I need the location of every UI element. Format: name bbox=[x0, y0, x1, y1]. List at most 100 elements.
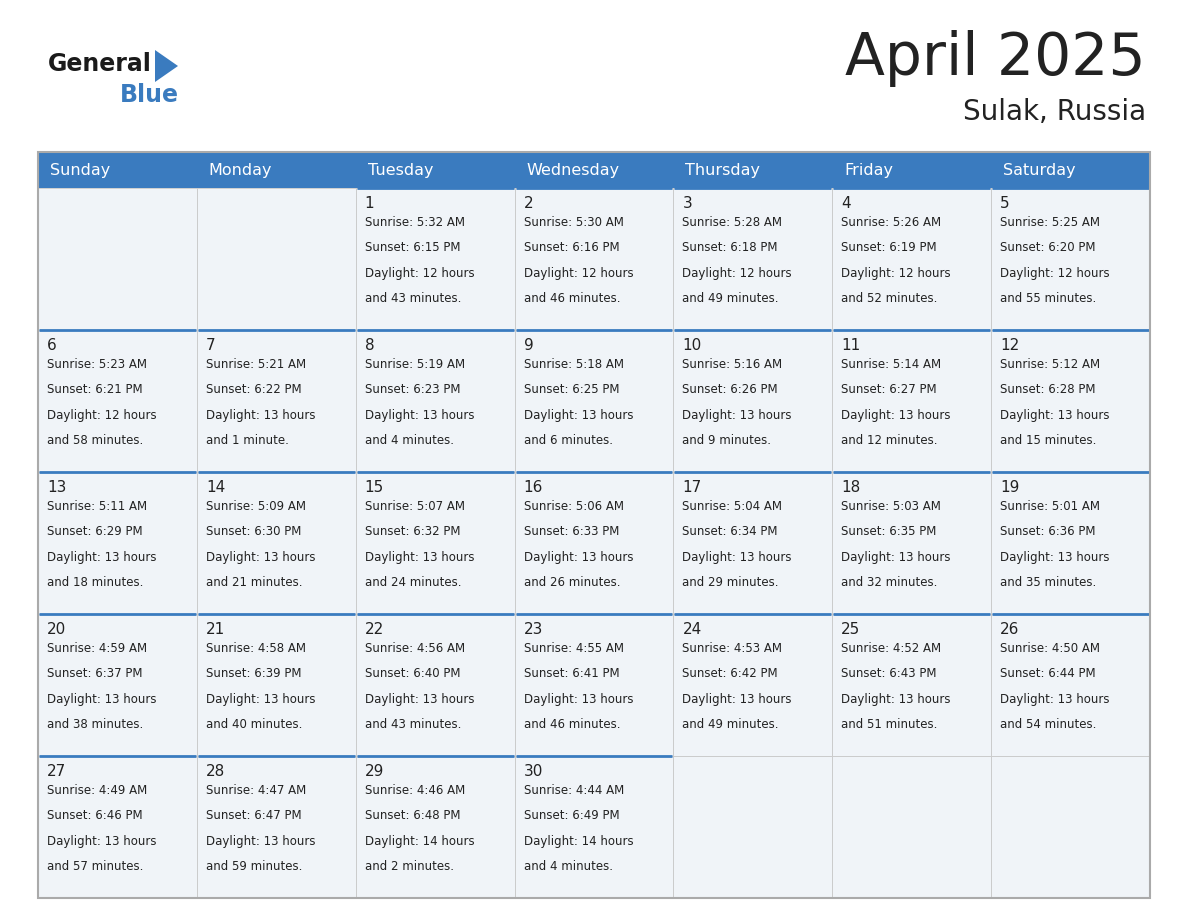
Text: Sunset: 6:43 PM: Sunset: 6:43 PM bbox=[841, 667, 937, 680]
Text: 29: 29 bbox=[365, 764, 384, 779]
Text: Daylight: 13 hours: Daylight: 13 hours bbox=[1000, 409, 1110, 422]
Bar bbox=[674, 152, 833, 188]
Text: 27: 27 bbox=[48, 764, 67, 779]
Text: 11: 11 bbox=[841, 338, 860, 353]
Bar bbox=[674, 614, 833, 756]
Text: and 2 minutes.: and 2 minutes. bbox=[365, 860, 454, 873]
Text: and 51 minutes.: and 51 minutes. bbox=[841, 719, 937, 732]
Bar bbox=[833, 756, 991, 898]
Bar bbox=[38, 152, 197, 188]
Text: Sunrise: 5:07 AM: Sunrise: 5:07 AM bbox=[365, 500, 465, 513]
Bar bbox=[38, 756, 197, 898]
Text: 25: 25 bbox=[841, 622, 860, 637]
Text: Sunrise: 5:25 AM: Sunrise: 5:25 AM bbox=[1000, 216, 1100, 229]
Text: and 4 minutes.: and 4 minutes. bbox=[524, 860, 613, 873]
Text: 6: 6 bbox=[48, 338, 57, 353]
Bar bbox=[514, 472, 674, 614]
Text: Sunrise: 4:46 AM: Sunrise: 4:46 AM bbox=[365, 784, 465, 797]
Text: and 43 minutes.: and 43 minutes. bbox=[365, 719, 461, 732]
Text: Sunset: 6:36 PM: Sunset: 6:36 PM bbox=[1000, 525, 1095, 539]
Text: Sunrise: 4:53 AM: Sunrise: 4:53 AM bbox=[682, 642, 783, 655]
Text: Daylight: 13 hours: Daylight: 13 hours bbox=[365, 409, 474, 422]
Text: Sunrise: 5:18 AM: Sunrise: 5:18 AM bbox=[524, 358, 624, 371]
Bar bbox=[674, 330, 833, 472]
Text: Sunrise: 4:59 AM: Sunrise: 4:59 AM bbox=[48, 642, 147, 655]
Text: Sunrise: 5:12 AM: Sunrise: 5:12 AM bbox=[1000, 358, 1100, 371]
Text: Sunrise: 4:55 AM: Sunrise: 4:55 AM bbox=[524, 642, 624, 655]
Text: 21: 21 bbox=[206, 622, 225, 637]
Bar bbox=[991, 614, 1150, 756]
Text: Daylight: 13 hours: Daylight: 13 hours bbox=[206, 834, 315, 848]
Text: 17: 17 bbox=[682, 480, 702, 495]
Text: 19: 19 bbox=[1000, 480, 1019, 495]
Text: Sunrise: 5:16 AM: Sunrise: 5:16 AM bbox=[682, 358, 783, 371]
Text: 7: 7 bbox=[206, 338, 215, 353]
Text: Daylight: 13 hours: Daylight: 13 hours bbox=[682, 551, 792, 564]
Text: Sunset: 6:21 PM: Sunset: 6:21 PM bbox=[48, 384, 143, 397]
Text: Daylight: 12 hours: Daylight: 12 hours bbox=[841, 267, 950, 280]
Text: and 18 minutes.: and 18 minutes. bbox=[48, 577, 144, 589]
Bar bbox=[514, 756, 674, 898]
Text: Daylight: 13 hours: Daylight: 13 hours bbox=[48, 551, 157, 564]
Text: Sunrise: 5:14 AM: Sunrise: 5:14 AM bbox=[841, 358, 941, 371]
Text: and 21 minutes.: and 21 minutes. bbox=[206, 577, 303, 589]
Text: 22: 22 bbox=[365, 622, 384, 637]
Text: Sunrise: 5:04 AM: Sunrise: 5:04 AM bbox=[682, 500, 783, 513]
Bar bbox=[38, 614, 197, 756]
Text: and 52 minutes.: and 52 minutes. bbox=[841, 292, 937, 306]
Polygon shape bbox=[154, 50, 178, 82]
Text: Sunset: 6:44 PM: Sunset: 6:44 PM bbox=[1000, 667, 1095, 680]
Text: Sunset: 6:42 PM: Sunset: 6:42 PM bbox=[682, 667, 778, 680]
Text: Sunrise: 5:28 AM: Sunrise: 5:28 AM bbox=[682, 216, 783, 229]
Text: and 4 minutes.: and 4 minutes. bbox=[365, 434, 454, 447]
Text: Wednesday: Wednesday bbox=[526, 162, 620, 177]
Text: Sunset: 6:28 PM: Sunset: 6:28 PM bbox=[1000, 384, 1095, 397]
Text: Sunset: 6:46 PM: Sunset: 6:46 PM bbox=[48, 810, 143, 823]
Text: Sunrise: 5:03 AM: Sunrise: 5:03 AM bbox=[841, 500, 941, 513]
Text: Sunset: 6:15 PM: Sunset: 6:15 PM bbox=[365, 241, 460, 254]
Text: and 49 minutes.: and 49 minutes. bbox=[682, 719, 779, 732]
Text: and 32 minutes.: and 32 minutes. bbox=[841, 577, 937, 589]
Text: Daylight: 13 hours: Daylight: 13 hours bbox=[841, 409, 950, 422]
Bar bbox=[197, 614, 355, 756]
Text: 28: 28 bbox=[206, 764, 225, 779]
Text: Monday: Monday bbox=[209, 162, 272, 177]
Text: 23: 23 bbox=[524, 622, 543, 637]
Text: Sunrise: 4:47 AM: Sunrise: 4:47 AM bbox=[206, 784, 307, 797]
Text: Sunrise: 5:26 AM: Sunrise: 5:26 AM bbox=[841, 216, 941, 229]
Text: 3: 3 bbox=[682, 196, 693, 211]
Text: Daylight: 13 hours: Daylight: 13 hours bbox=[206, 693, 315, 706]
Text: and 49 minutes.: and 49 minutes. bbox=[682, 292, 779, 306]
Text: 8: 8 bbox=[365, 338, 374, 353]
Text: and 57 minutes.: and 57 minutes. bbox=[48, 860, 144, 873]
Text: Sulak, Russia: Sulak, Russia bbox=[963, 98, 1146, 126]
Text: Sunrise: 5:19 AM: Sunrise: 5:19 AM bbox=[365, 358, 465, 371]
Text: and 46 minutes.: and 46 minutes. bbox=[524, 719, 620, 732]
Text: Sunrise: 5:32 AM: Sunrise: 5:32 AM bbox=[365, 216, 465, 229]
Text: General: General bbox=[48, 52, 152, 76]
Text: Sunset: 6:37 PM: Sunset: 6:37 PM bbox=[48, 667, 143, 680]
Text: Sunrise: 4:56 AM: Sunrise: 4:56 AM bbox=[365, 642, 465, 655]
Text: Sunset: 6:47 PM: Sunset: 6:47 PM bbox=[206, 810, 302, 823]
Text: April 2025: April 2025 bbox=[846, 30, 1146, 87]
Text: Daylight: 12 hours: Daylight: 12 hours bbox=[682, 267, 792, 280]
Text: 30: 30 bbox=[524, 764, 543, 779]
Text: 9: 9 bbox=[524, 338, 533, 353]
Text: 10: 10 bbox=[682, 338, 702, 353]
Bar bbox=[197, 188, 355, 330]
Text: Sunrise: 4:44 AM: Sunrise: 4:44 AM bbox=[524, 784, 624, 797]
Text: Sunset: 6:26 PM: Sunset: 6:26 PM bbox=[682, 384, 778, 397]
Text: and 6 minutes.: and 6 minutes. bbox=[524, 434, 613, 447]
Bar bbox=[197, 152, 355, 188]
Text: and 26 minutes.: and 26 minutes. bbox=[524, 577, 620, 589]
Text: and 55 minutes.: and 55 minutes. bbox=[1000, 292, 1097, 306]
Text: Sunset: 6:41 PM: Sunset: 6:41 PM bbox=[524, 667, 619, 680]
Text: and 24 minutes.: and 24 minutes. bbox=[365, 577, 461, 589]
Text: 26: 26 bbox=[1000, 622, 1019, 637]
Bar bbox=[674, 188, 833, 330]
Bar bbox=[197, 756, 355, 898]
Text: and 15 minutes.: and 15 minutes. bbox=[1000, 434, 1097, 447]
Text: Sunrise: 5:30 AM: Sunrise: 5:30 AM bbox=[524, 216, 624, 229]
Text: and 1 minute.: and 1 minute. bbox=[206, 434, 289, 447]
Bar bbox=[38, 330, 197, 472]
